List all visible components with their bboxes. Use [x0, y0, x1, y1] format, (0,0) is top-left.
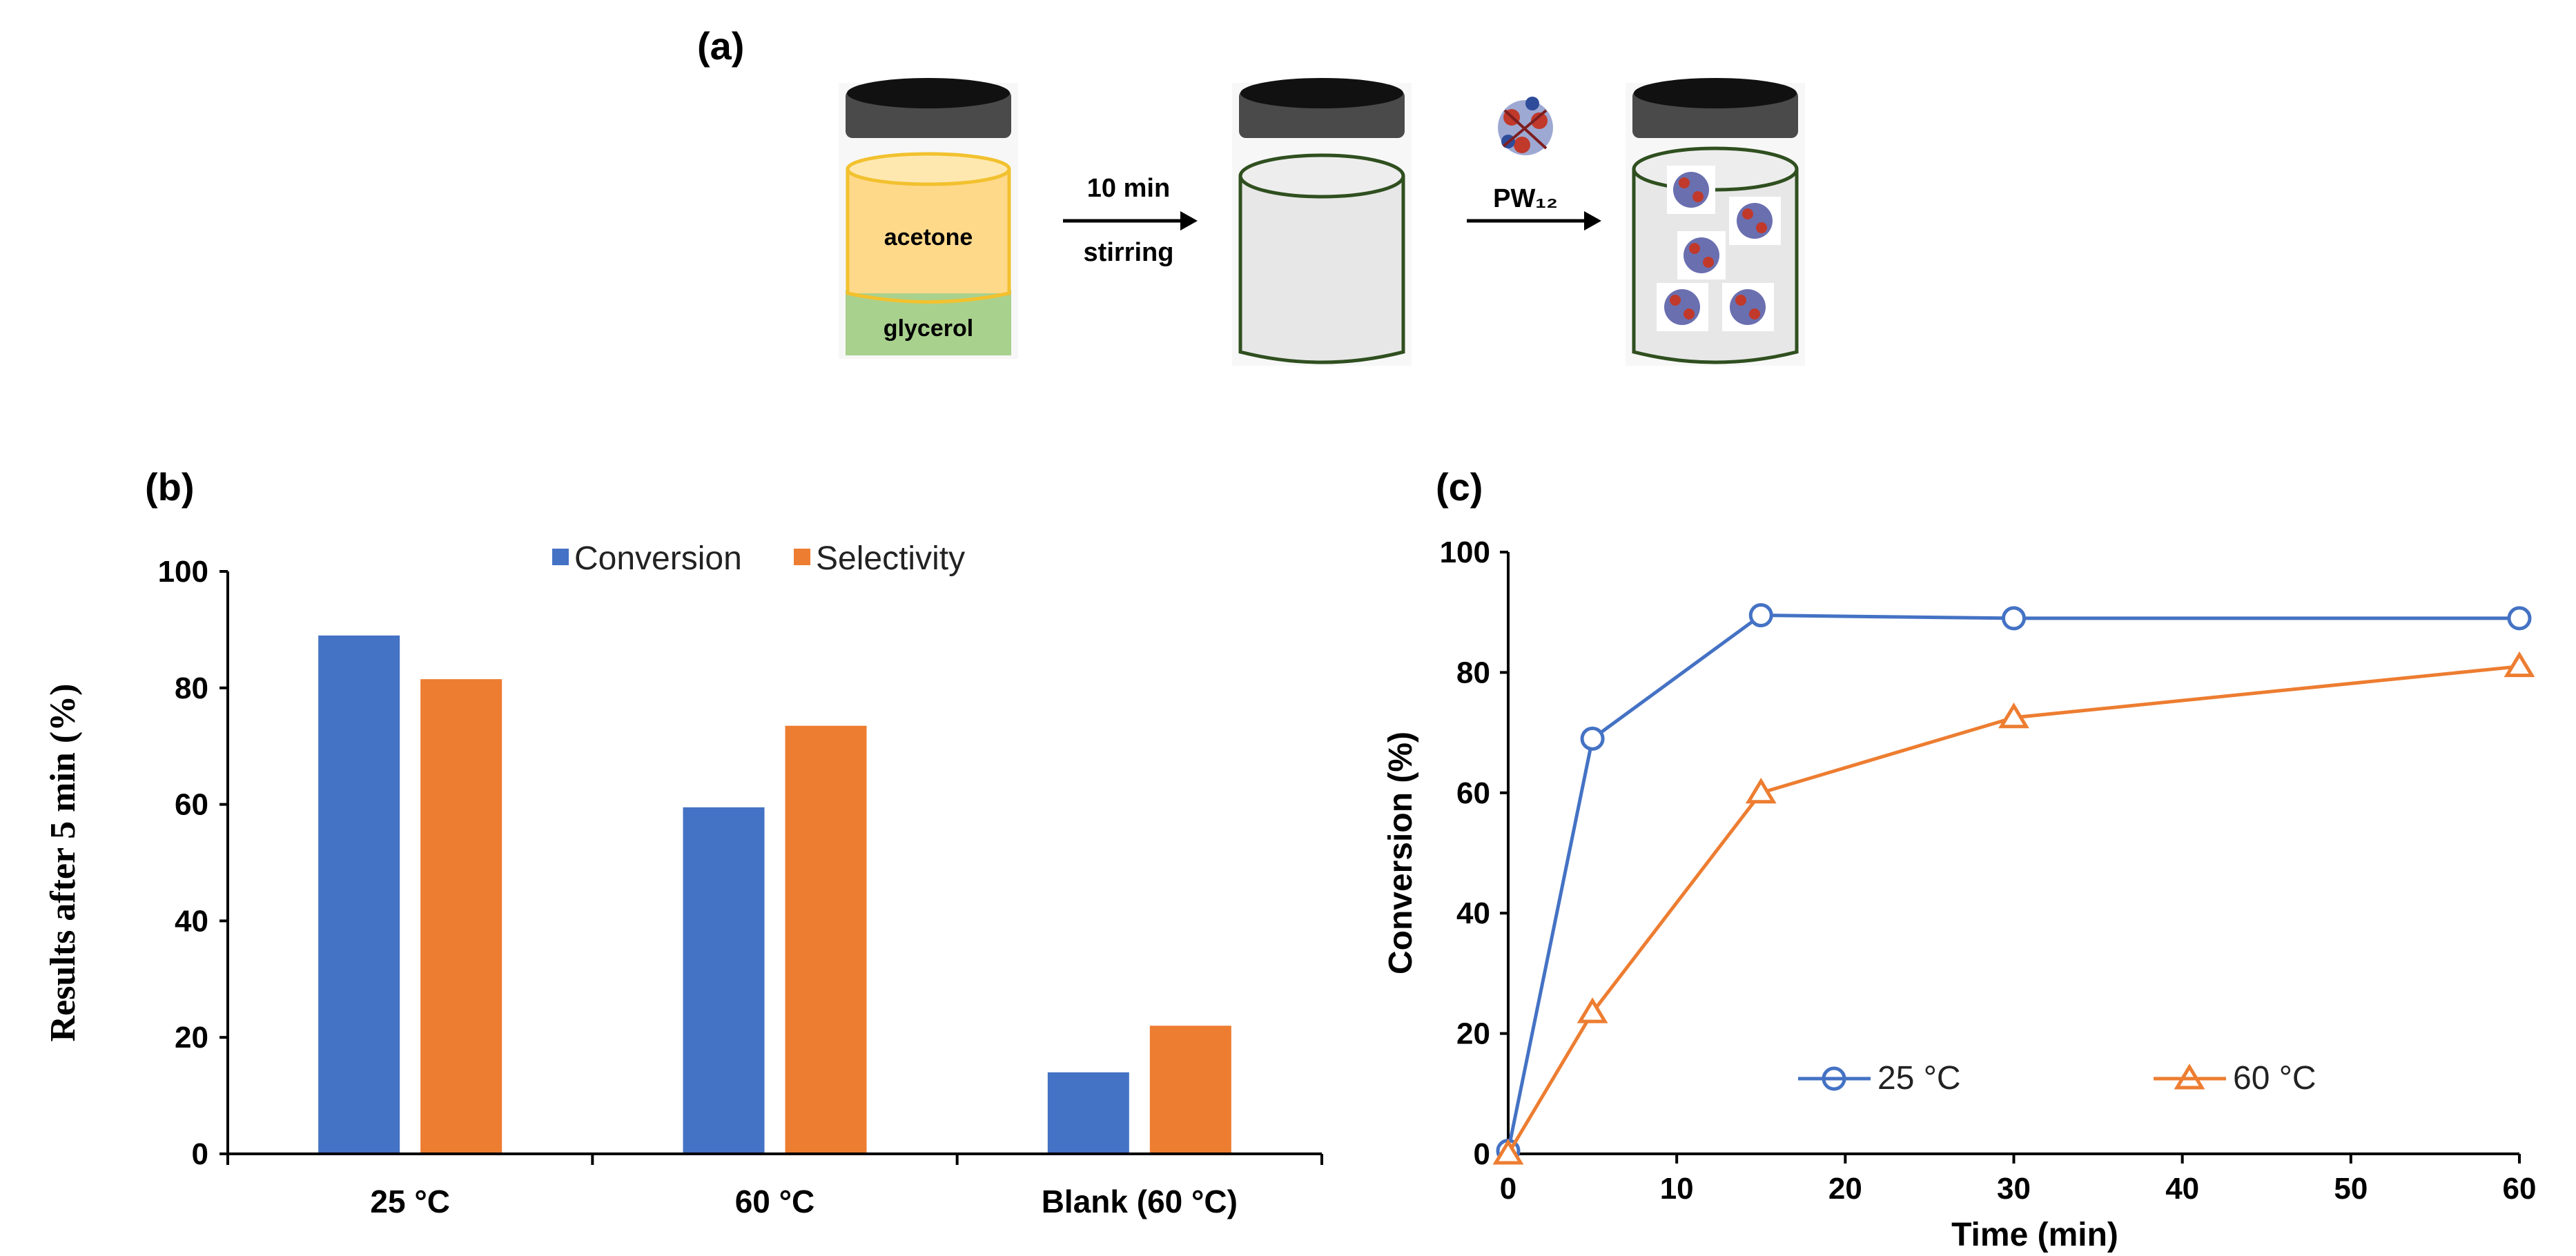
bar-conversion-2 — [683, 807, 765, 1154]
c-x-tick-label: 40 — [2165, 1172, 2199, 1206]
c-y-tick-label: 40 — [1456, 896, 1490, 930]
bar-conversion-3 — [1047, 1072, 1129, 1154]
b-y-tick-label: 0 — [192, 1137, 208, 1171]
point-series-1 — [1580, 726, 1605, 751]
b-y-tick-label: 100 — [158, 555, 208, 589]
b-category-label: Blank (60 °C) — [1042, 1184, 1238, 1219]
c-x-tick-label: 60 — [2503, 1172, 2537, 1206]
c-x-axis-title: Time (min) — [1951, 1217, 2118, 1253]
point-series-2 — [1998, 702, 2029, 729]
catalyst-arrow: PW₁₂ — [1467, 184, 1601, 230]
stirring-arrow: 10 min stirring — [1063, 174, 1198, 267]
bar-selectivity-1 — [420, 679, 502, 1154]
legend-selectivity-swatch — [794, 549, 810, 565]
catalyst-molecule-icon — [1498, 97, 1553, 155]
point-series-2 — [1577, 997, 1608, 1023]
step-time-label: 10 min — [1087, 174, 1170, 203]
b-y-tick-label: 40 — [175, 904, 208, 938]
b-y-tick-label: 20 — [175, 1021, 208, 1054]
b-y-tick-label: 80 — [175, 671, 208, 705]
legend-25c-label: 25 °C — [1877, 1060, 1961, 1097]
panel-c-chart: (c) 0 20 40 60 80 100 0 10 20 30 40 50 60 Time (min)… — [1383, 465, 2536, 1253]
point-series-1 — [2002, 606, 2026, 631]
jar-3-icon — [1626, 78, 1805, 366]
point-series-1 — [1748, 603, 1773, 628]
legend-conversion-label: Conversion — [574, 540, 742, 577]
catalyst-label: PW₁₂ — [1493, 184, 1558, 213]
c-y-tick-label: 100 — [1440, 536, 1490, 569]
acetone-label: acetone — [884, 224, 973, 251]
jar-2-icon — [1232, 78, 1412, 366]
legend-25c-marker — [1822, 1066, 1846, 1091]
b-category-label: 60 °C — [735, 1184, 815, 1219]
c-y-tick-label: 60 — [1456, 776, 1490, 810]
b-y-axis-title: Results after 5 min (%) — [43, 684, 83, 1042]
point-series-2 — [1492, 1139, 1524, 1165]
bar-selectivity-3 — [1149, 1026, 1231, 1154]
panel-a-scheme: (a) acetone glycerol 10 min stirring — [697, 24, 1805, 366]
point-series-1 — [2507, 606, 2532, 631]
jar-1-icon: acetone glycerol — [839, 78, 1018, 359]
c-legend: 25 °C 60 °C — [1798, 1060, 2316, 1097]
c-y-tick-label: 20 — [1456, 1017, 1490, 1051]
c-x-tick-label: 50 — [2334, 1172, 2368, 1206]
glycerol-label: glycerol — [884, 315, 973, 342]
panel-c-label: (c) — [1436, 465, 1483, 509]
bar-selectivity-2 — [785, 725, 867, 1154]
c-x-tick-label: 20 — [1828, 1172, 1862, 1206]
b-y-tick-label: 60 — [175, 788, 208, 822]
point-series-2 — [2504, 651, 2535, 678]
c-y-tick-label: 0 — [1474, 1137, 1490, 1171]
bar-conversion-1 — [318, 635, 400, 1154]
panel-a-label: (a) — [697, 24, 744, 68]
c-x-tick-label: 30 — [1997, 1172, 2031, 1206]
c-x-tick-label: 0 — [1500, 1172, 1516, 1206]
panel-b-label: (b) — [145, 465, 195, 509]
c-y-tick-label: 80 — [1456, 656, 1490, 689]
line-series-2 — [1506, 665, 2520, 1155]
acetone-layer — [848, 169, 1009, 293]
step-stirring-label: stirring — [1084, 238, 1174, 267]
legend-60c-label: 60 °C — [2233, 1060, 2316, 1097]
dispersed-catalyst-icons — [1657, 166, 1781, 331]
legend-conversion-swatch — [552, 549, 569, 565]
c-y-axis-title: Conversion (%) — [1383, 732, 1419, 974]
point-series-2 — [1745, 777, 1777, 804]
legend-selectivity-label: Selectivity — [816, 540, 965, 577]
legend-60c-marker — [2174, 1063, 2205, 1090]
line-series-1 — [1506, 614, 2519, 1152]
b-category-label: 25 °C — [370, 1184, 450, 1219]
b-legend: Conversion Selectivity — [552, 540, 965, 577]
c-x-tick-label: 10 — [1660, 1172, 1694, 1206]
